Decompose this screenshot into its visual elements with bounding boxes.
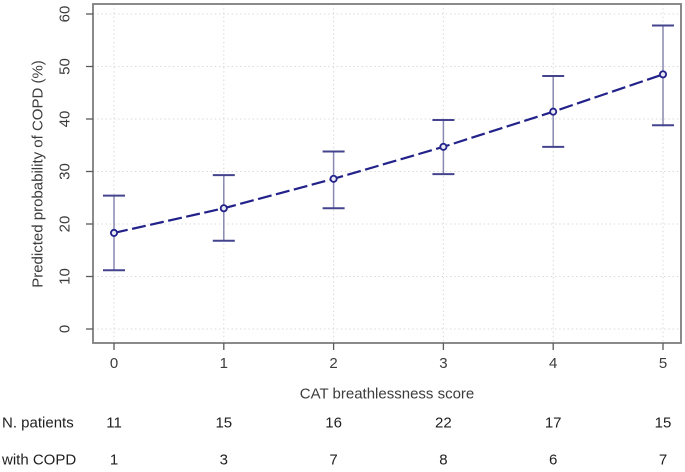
y-axis-title: Predicted probability of COPD (%) (29, 60, 47, 288)
data-point-marker (329, 174, 338, 183)
trend-line (113, 73, 664, 234)
data-point-marker (219, 204, 228, 213)
table-cell: 7 (658, 451, 668, 469)
x-axis-title: CAT breathlessness score (299, 385, 475, 403)
x-tick-label: 2 (329, 355, 337, 372)
table-cell: 22 (435, 414, 452, 432)
table-cell: 11 (106, 414, 122, 432)
table-cell: 6 (549, 451, 558, 469)
x-tick-label: 3 (439, 355, 447, 372)
x-tick-label: 4 (549, 355, 557, 372)
y-tick-label: 0 (56, 325, 73, 333)
table-cell: 15 (654, 414, 672, 432)
y-tick-label: 50 (56, 58, 73, 75)
data-point-marker (549, 107, 558, 116)
table-cell: 3 (219, 451, 228, 469)
y-tick-label: 20 (56, 216, 73, 233)
table-row-label-with-copd: with COPD (2, 451, 77, 469)
table-cell: 1 (109, 451, 119, 469)
data-point-marker (439, 142, 448, 151)
table-cell: 15 (215, 414, 233, 432)
table-cell: 7 (329, 451, 338, 469)
x-tick-label: 1 (220, 355, 228, 372)
table-cell: 8 (439, 451, 448, 469)
y-tick-label: 60 (56, 6, 73, 23)
x-tick-label: 0 (110, 355, 118, 372)
plot-frame (92, 3, 682, 344)
data-point-marker (659, 70, 668, 79)
table-row-label-n-patients: N. patients (2, 414, 74, 432)
table-cell: 16 (325, 414, 342, 432)
y-tick-label: 10 (56, 268, 73, 285)
y-tick-label: 40 (56, 111, 73, 128)
data-point-marker (110, 228, 119, 237)
y-tick-label: 30 (56, 163, 73, 180)
table-cell: 17 (544, 414, 562, 432)
x-tick-label: 5 (659, 355, 667, 372)
